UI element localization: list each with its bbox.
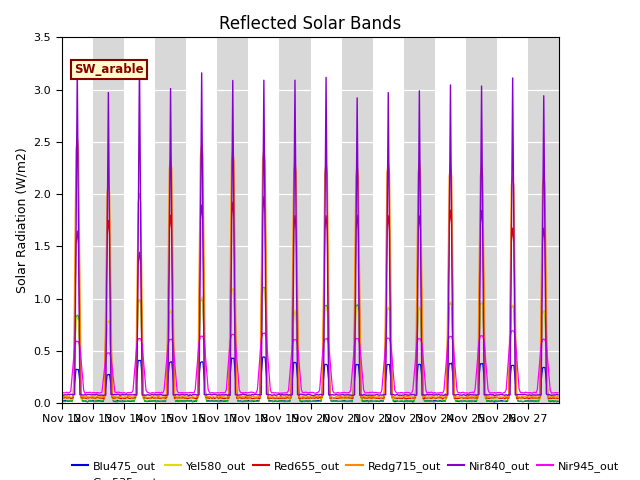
- Yel580_out: [316, 396, 323, 401]
- Red655_out: [260, 194, 268, 200]
- Line: Nir840_out: Nir840_out: [61, 60, 558, 396]
- Blu475_out: [414, 362, 422, 368]
- Redg715_out: [553, 394, 561, 400]
- Redg715_out: [488, 394, 496, 400]
- Blu475_out: [75, 367, 83, 372]
- Nir945_out: [554, 390, 562, 396]
- Nir945_out: [413, 341, 420, 347]
- Yel580_out: [553, 396, 561, 402]
- Grn535_out: [316, 398, 323, 404]
- Nir840_out: [554, 392, 562, 398]
- Yel580_out: [90, 396, 98, 401]
- Yel580_out: [414, 308, 422, 314]
- Grn535_out: [260, 284, 268, 290]
- Line: Nir945_out: Nir945_out: [61, 331, 558, 394]
- Bar: [342, 37, 372, 403]
- Red655_out: [90, 395, 98, 401]
- Redg715_out: [76, 272, 84, 277]
- Nir945_out: [276, 391, 284, 396]
- Nir945_out: [314, 389, 322, 395]
- Line: Grn535_out: Grn535_out: [61, 287, 558, 402]
- Blu475_out: [314, 397, 322, 403]
- Nir945_out: [58, 390, 65, 396]
- Nir840_out: [136, 57, 143, 62]
- Nir840_out: [553, 392, 561, 397]
- Red655_out: [58, 395, 65, 401]
- Blu475_out: [409, 399, 417, 405]
- Line: Yel580_out: Yel580_out: [61, 288, 558, 400]
- Redg715_out: [316, 394, 323, 399]
- Redg715_out: [74, 134, 81, 140]
- Grn535_out: [554, 398, 562, 404]
- Grn535_out: [90, 398, 98, 404]
- Nir945_out: [75, 339, 83, 345]
- Grn535_out: [114, 399, 122, 405]
- Bar: [404, 37, 435, 403]
- Bar: [466, 37, 497, 403]
- Yel580_out: [75, 318, 83, 324]
- Grn535_out: [553, 398, 561, 404]
- Red655_out: [553, 395, 561, 401]
- Nir945_out: [553, 390, 561, 396]
- Grn535_out: [488, 398, 496, 404]
- Blu475_out: [90, 399, 98, 405]
- Nir945_out: [509, 328, 516, 334]
- Nir840_out: [414, 249, 422, 255]
- Grn535_out: [58, 398, 65, 404]
- Blu475_out: [488, 398, 496, 404]
- Y-axis label: Solar Radiation (W/m2): Solar Radiation (W/m2): [15, 147, 28, 293]
- Yel580_out: [58, 396, 65, 401]
- Red655_out: [554, 396, 562, 401]
- Bar: [280, 37, 310, 403]
- Redg715_out: [119, 395, 127, 401]
- Nir840_out: [185, 393, 193, 399]
- Yel580_out: [488, 396, 496, 402]
- Nir840_out: [316, 392, 323, 397]
- Yel580_out: [554, 396, 562, 402]
- Nir840_out: [58, 392, 65, 397]
- Bar: [155, 37, 186, 403]
- Red655_out: [488, 395, 496, 401]
- Grn535_out: [414, 307, 422, 313]
- Line: Red655_out: Red655_out: [61, 197, 558, 399]
- Redg715_out: [554, 394, 562, 400]
- Nir840_out: [75, 239, 83, 245]
- Redg715_out: [414, 170, 422, 176]
- Title: Reflected Solar Bands: Reflected Solar Bands: [220, 15, 402, 33]
- Red655_out: [314, 396, 322, 401]
- Blu475_out: [553, 399, 561, 405]
- Nir840_out: [90, 392, 98, 397]
- Red655_out: [439, 396, 447, 402]
- Grn535_out: [75, 314, 83, 320]
- Yel580_out: [260, 285, 268, 291]
- Red655_out: [75, 242, 83, 248]
- Bar: [93, 37, 124, 403]
- Line: Redg715_out: Redg715_out: [61, 137, 558, 398]
- Blu475_out: [260, 354, 268, 360]
- Nir945_out: [90, 390, 98, 396]
- Yel580_out: [246, 397, 253, 403]
- Nir840_out: [488, 392, 496, 398]
- Redg715_out: [92, 395, 99, 400]
- Bar: [217, 37, 248, 403]
- Red655_out: [413, 322, 420, 328]
- Blu475_out: [554, 398, 562, 404]
- Line: Blu475_out: Blu475_out: [61, 357, 558, 402]
- Bar: [528, 37, 559, 403]
- Blu475_out: [58, 397, 65, 403]
- Text: SW_arable: SW_arable: [74, 63, 144, 76]
- Legend: Blu475_out, Grn535_out, Yel580_out, Red655_out, Redg715_out, Nir840_out, Nir945_: Blu475_out, Grn535_out, Yel580_out, Red6…: [67, 456, 623, 480]
- Nir945_out: [487, 390, 495, 396]
- Redg715_out: [58, 395, 65, 400]
